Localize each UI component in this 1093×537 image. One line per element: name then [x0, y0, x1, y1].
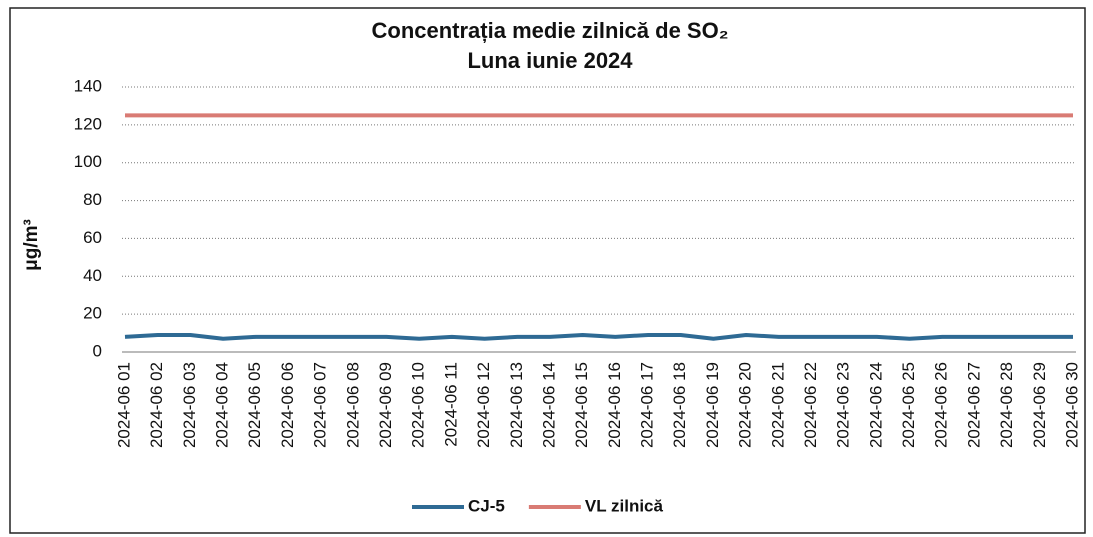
x-tick-label: 2024-06 07 — [311, 362, 330, 448]
x-tick-label: 2024-06 23 — [834, 362, 853, 448]
chart-title: Concentrația medie zilnică de SO₂ — [372, 18, 729, 43]
y-tick-label: 140 — [74, 76, 102, 95]
x-tick-label: 2024-06 25 — [899, 362, 918, 448]
x-tick-label: 2024-06 19 — [703, 362, 722, 448]
x-tick-label: 2024-06 21 — [768, 362, 787, 448]
x-tick-label: 2024-06 02 — [147, 362, 166, 448]
legend-label: CJ-5 — [468, 496, 505, 515]
x-tick-label: 2024-06 24 — [866, 362, 885, 448]
x-tick-label: 2024-06 08 — [343, 362, 362, 448]
x-tick-label: 2024-06 01 — [114, 362, 133, 448]
x-tick-label: 2024-06 14 — [539, 362, 558, 448]
y-tick-label: 80 — [83, 190, 102, 209]
x-tick-label: 2024-06 17 — [638, 362, 657, 448]
x-tick-label: 2024-06 22 — [801, 362, 820, 448]
x-tick-label: 2024-06 10 — [409, 362, 428, 448]
x-tick-label: 2024-06 28 — [997, 362, 1016, 448]
x-tick-label: 2024-06 04 — [213, 362, 232, 448]
x-tick-label: 2024-06 26 — [932, 362, 951, 448]
y-tick-label: 20 — [83, 304, 102, 323]
x-tick-label: 2024-06 20 — [736, 362, 755, 448]
x-tick-label: 2024-06 11 — [441, 362, 460, 447]
x-tick-label: 2024-06 12 — [474, 362, 493, 448]
x-tick-label: 2024-06 09 — [376, 362, 395, 448]
x-tick-label: 2024-06 13 — [507, 362, 526, 448]
y-tick-label: 60 — [83, 228, 102, 247]
legend-label: VL zilnică — [585, 496, 664, 515]
x-tick-label: 2024-06 05 — [245, 362, 264, 448]
x-tick-label: 2024-06 30 — [1062, 362, 1081, 448]
series-line — [124, 332, 1073, 341]
x-tick-label: 2024-06 03 — [180, 362, 199, 448]
x-tick-label: 2024-06 27 — [964, 362, 983, 448]
y-tick-label: 40 — [83, 266, 102, 285]
y-axis-label: μg/m³ — [21, 219, 42, 271]
x-tick-label: 2024-06 18 — [670, 362, 689, 448]
x-tick-label: 2024-06 15 — [572, 362, 591, 448]
x-tick-label: 2024-06 29 — [1030, 362, 1049, 448]
x-tick-label: 2024-06 06 — [278, 362, 297, 448]
y-tick-label: 0 — [93, 341, 102, 360]
x-tick-label: 2024-06 16 — [605, 362, 624, 448]
y-tick-label: 120 — [74, 114, 102, 133]
chart-border — [9, 7, 1086, 534]
y-tick-label: 100 — [74, 152, 102, 171]
chart-subtitle: Luna iunie 2024 — [467, 48, 633, 73]
